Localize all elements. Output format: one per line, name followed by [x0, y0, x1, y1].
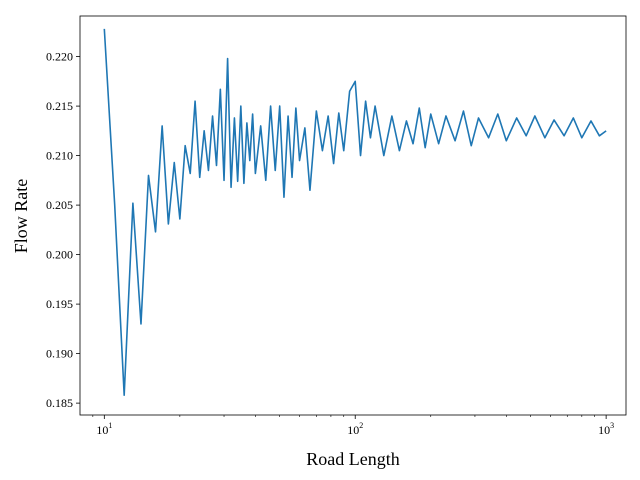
y-tick-label: 0.195 — [46, 297, 73, 311]
x-tick-label: 101 — [96, 421, 112, 437]
y-tick-label: 0.215 — [46, 99, 73, 113]
y-tick-label: 0.200 — [46, 248, 73, 262]
plot-area — [103, 28, 607, 397]
y-tick-label: 0.210 — [46, 149, 73, 163]
x-tick-label: 102 — [347, 421, 363, 437]
x-axis-label: Road Length — [306, 449, 399, 469]
y-tick-label: 0.185 — [46, 396, 73, 410]
x-tick-label: 103 — [598, 421, 614, 437]
y-tick-label: 0.205 — [46, 198, 73, 212]
axes-frame — [79, 15, 627, 416]
x-axis-ticks: 101 102 103 — [92, 415, 614, 437]
y-tick-label: 0.220 — [46, 50, 73, 64]
y-axis-ticks: 0.185 0.190 0.195 0.200 0.205 0.210 0.215 0.220 — [46, 50, 80, 410]
y-tick-label: 0.190 — [46, 347, 73, 361]
y-axis-label: Flow Rate — [11, 179, 31, 254]
series-line-0 — [103, 28, 607, 397]
